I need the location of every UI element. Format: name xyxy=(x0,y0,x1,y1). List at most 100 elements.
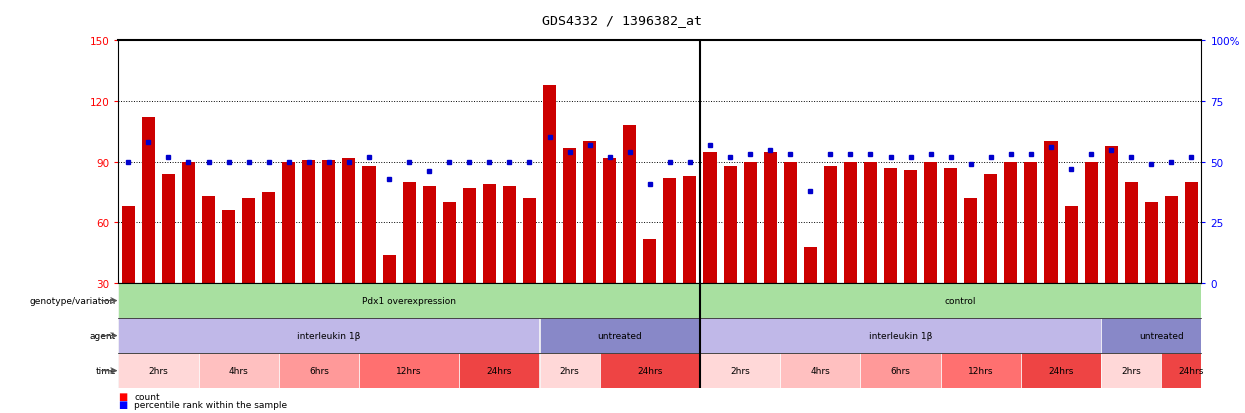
Bar xyxy=(279,353,359,388)
Bar xyxy=(1144,203,1158,344)
Bar xyxy=(624,126,636,344)
Bar xyxy=(182,162,195,344)
Bar xyxy=(483,185,496,344)
Bar xyxy=(884,169,898,344)
Bar xyxy=(860,353,941,388)
Bar xyxy=(864,162,876,344)
Bar xyxy=(1104,146,1118,344)
Bar xyxy=(1165,197,1178,344)
Bar xyxy=(944,169,957,344)
Bar xyxy=(463,189,476,344)
Text: 12hrs: 12hrs xyxy=(396,366,422,375)
Bar xyxy=(222,211,235,344)
Bar xyxy=(459,353,539,388)
Bar xyxy=(583,142,596,344)
Bar xyxy=(303,160,315,344)
Bar xyxy=(198,353,279,388)
Text: ■: ■ xyxy=(118,391,127,401)
Bar xyxy=(382,255,396,344)
Bar xyxy=(904,171,918,344)
Text: 24hrs: 24hrs xyxy=(487,366,512,375)
Bar xyxy=(964,199,977,344)
Bar xyxy=(1021,353,1101,388)
Text: 2hrs: 2hrs xyxy=(731,366,749,375)
Bar xyxy=(539,318,700,353)
Text: 6hrs: 6hrs xyxy=(890,366,910,375)
Bar xyxy=(118,283,700,318)
Text: agent: agent xyxy=(90,331,116,340)
Bar xyxy=(781,353,860,388)
Text: 6hrs: 6hrs xyxy=(309,366,329,375)
Text: 24hrs: 24hrs xyxy=(1048,366,1073,375)
Bar xyxy=(202,197,215,344)
Bar xyxy=(422,187,436,344)
Bar xyxy=(142,118,154,344)
Bar xyxy=(1124,183,1138,344)
Text: 24hrs: 24hrs xyxy=(1179,366,1204,375)
Text: control: control xyxy=(945,297,976,305)
Text: untreated: untreated xyxy=(598,331,642,340)
Bar xyxy=(700,318,1101,353)
Bar xyxy=(283,162,295,344)
Bar xyxy=(743,162,757,344)
Text: GDS4332 / 1396382_at: GDS4332 / 1396382_at xyxy=(543,14,702,27)
Bar xyxy=(1025,162,1037,344)
Bar xyxy=(122,206,134,344)
Bar xyxy=(700,353,781,388)
Text: 4hrs: 4hrs xyxy=(229,366,249,375)
Bar xyxy=(342,158,356,344)
Bar xyxy=(703,152,717,344)
Bar xyxy=(523,199,537,344)
Bar xyxy=(924,162,937,344)
Text: 2hrs: 2hrs xyxy=(148,366,168,375)
Bar xyxy=(783,162,797,344)
Bar xyxy=(543,85,557,344)
Bar xyxy=(644,239,656,344)
Bar xyxy=(1162,353,1221,388)
Bar xyxy=(1084,162,1098,344)
Text: count: count xyxy=(134,392,161,401)
Text: 24hrs: 24hrs xyxy=(637,366,662,375)
Bar xyxy=(600,353,700,388)
Bar xyxy=(700,283,1221,318)
Bar xyxy=(1005,162,1017,344)
Bar xyxy=(985,174,997,344)
Bar xyxy=(804,247,817,344)
Bar xyxy=(443,203,456,344)
Bar xyxy=(1185,183,1198,344)
Text: 2hrs: 2hrs xyxy=(560,366,579,375)
Text: interleukin 1β: interleukin 1β xyxy=(298,331,361,340)
Text: genotype/variation: genotype/variation xyxy=(30,297,116,305)
Bar xyxy=(539,353,600,388)
Bar xyxy=(402,183,416,344)
Bar xyxy=(1101,353,1162,388)
Text: time: time xyxy=(96,366,116,375)
Bar xyxy=(824,166,837,344)
Bar xyxy=(1064,206,1078,344)
Bar xyxy=(563,148,576,344)
Bar xyxy=(118,318,539,353)
Text: 12hrs: 12hrs xyxy=(969,366,994,375)
Bar xyxy=(503,187,515,344)
Bar xyxy=(162,174,176,344)
Bar xyxy=(664,178,676,344)
Bar xyxy=(941,353,1021,388)
Bar xyxy=(844,162,857,344)
Bar xyxy=(1045,142,1057,344)
Bar xyxy=(1101,318,1221,353)
Text: interleukin 1β: interleukin 1β xyxy=(869,331,933,340)
Text: untreated: untreated xyxy=(1139,331,1184,340)
Bar xyxy=(603,158,616,344)
Text: ■: ■ xyxy=(118,399,127,409)
Bar xyxy=(242,199,255,344)
Text: Pdx1 overexpression: Pdx1 overexpression xyxy=(362,297,456,305)
Text: 4hrs: 4hrs xyxy=(810,366,830,375)
Bar xyxy=(263,192,275,344)
Text: percentile rank within the sample: percentile rank within the sample xyxy=(134,400,288,409)
Bar xyxy=(118,353,198,388)
Text: 2hrs: 2hrs xyxy=(1122,366,1142,375)
Bar xyxy=(723,166,737,344)
Bar xyxy=(684,176,696,344)
Bar xyxy=(362,166,376,344)
Bar xyxy=(763,152,777,344)
